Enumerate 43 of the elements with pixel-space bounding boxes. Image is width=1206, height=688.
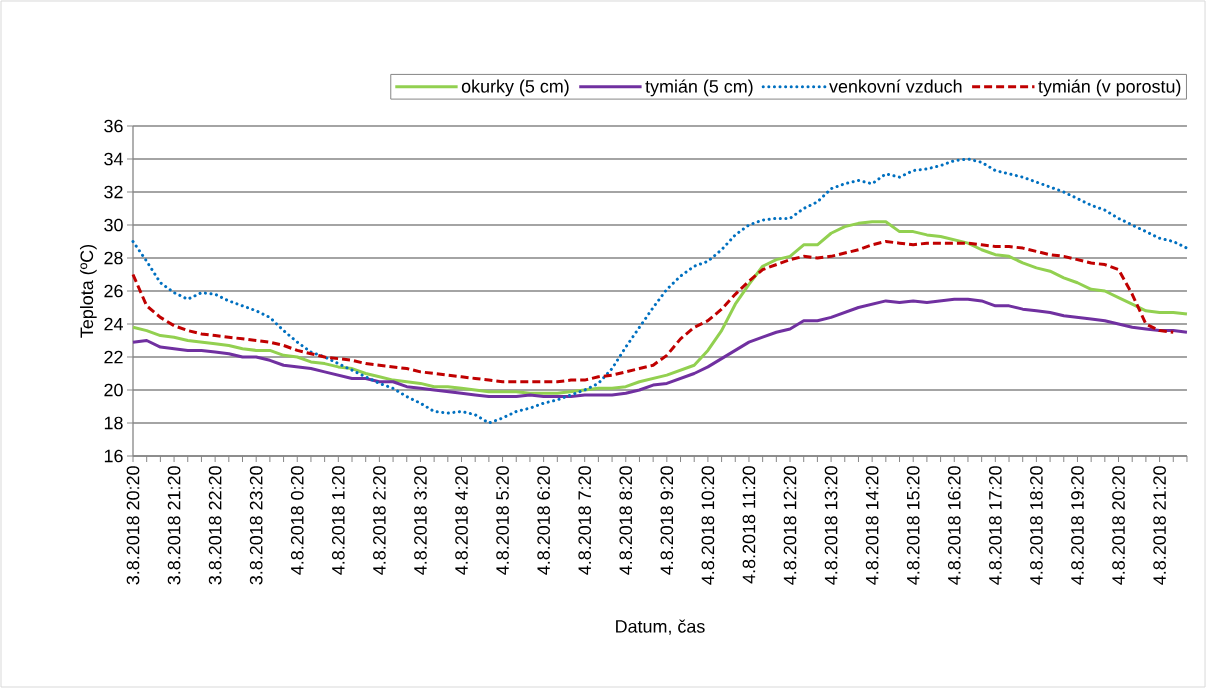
x-tick-label: 4.8.2018 21:20 <box>1153 466 1166 585</box>
x-tick-label: 4.8.2018 0:20 <box>290 466 304 575</box>
x-tick-label: 4.8.2018 7:20 <box>578 466 592 575</box>
y-tick-label: 26 <box>104 284 123 298</box>
legend-label: tymián (v porostu) <box>1038 79 1181 97</box>
x-tick-label: 4.8.2018 16:20 <box>947 466 961 585</box>
x-tick-label: 4.8.2018 8:20 <box>619 466 633 575</box>
x-tick-label: 4.8.2018 1:20 <box>331 466 345 575</box>
x-tick-label: 4.8.2018 6:20 <box>537 466 550 575</box>
x-tick-label: 3.8.2018 22:20 <box>208 466 222 585</box>
x-tick-label: 3.8.2018 20:20 <box>126 466 140 585</box>
y-axis-title: Teplota (ºC) <box>79 245 97 338</box>
y-tick-label: 30 <box>104 218 123 232</box>
x-tick-label: 4.8.2018 9:20 <box>660 466 674 575</box>
x-tick-label: 4.8.2018 20:20 <box>1112 466 1125 585</box>
y-tick-label: 28 <box>104 251 123 265</box>
legend-label: okurky (5 cm) <box>461 79 569 97</box>
x-tick-label: 4.8.2018 14:20 <box>865 466 879 585</box>
x-tick-label: 4.8.2018 5:20 <box>496 466 509 575</box>
x-tick-label: 4.8.2018 3:20 <box>414 466 427 575</box>
x-tick-label: 4.8.2018 12:20 <box>783 466 797 585</box>
x-axis-title: Datum, čas <box>616 619 705 635</box>
x-tick-label: 4.8.2018 18:20 <box>1030 466 1043 585</box>
y-tick-label: 20 <box>104 383 123 397</box>
x-tick-label: 3.8.2018 23:20 <box>249 466 263 585</box>
x-tick-label: 4.8.2018 11:20 <box>742 466 756 584</box>
x-tick-label: 4.8.2018 10:20 <box>701 466 715 585</box>
x-tick-label: 4.8.2018 17:20 <box>988 466 1002 585</box>
x-tick-label: 3.8.2018 21:20 <box>167 466 181 585</box>
x-tick-label: 4.8.2018 4:20 <box>455 466 468 575</box>
y-tick-label: 18 <box>104 416 123 430</box>
y-tick-label: 16 <box>104 449 123 463</box>
x-tick-label: 4.8.2018 13:20 <box>824 466 838 585</box>
x-tick-label: 4.8.2018 19:20 <box>1071 466 1084 585</box>
y-tick-label: 36 <box>104 119 123 133</box>
x-tick-label: 4.8.2018 15:20 <box>906 466 920 585</box>
y-tick-label: 32 <box>104 185 123 199</box>
legend-label: tymián (5 cm) <box>645 79 753 97</box>
legend-label: venkovní vzduch <box>829 79 962 93</box>
y-tick-label: 24 <box>104 317 123 331</box>
y-tick-label: 22 <box>104 350 123 364</box>
x-tick-label: 4.8.2018 2:20 <box>373 466 386 575</box>
y-tick-label: 34 <box>104 152 123 166</box>
